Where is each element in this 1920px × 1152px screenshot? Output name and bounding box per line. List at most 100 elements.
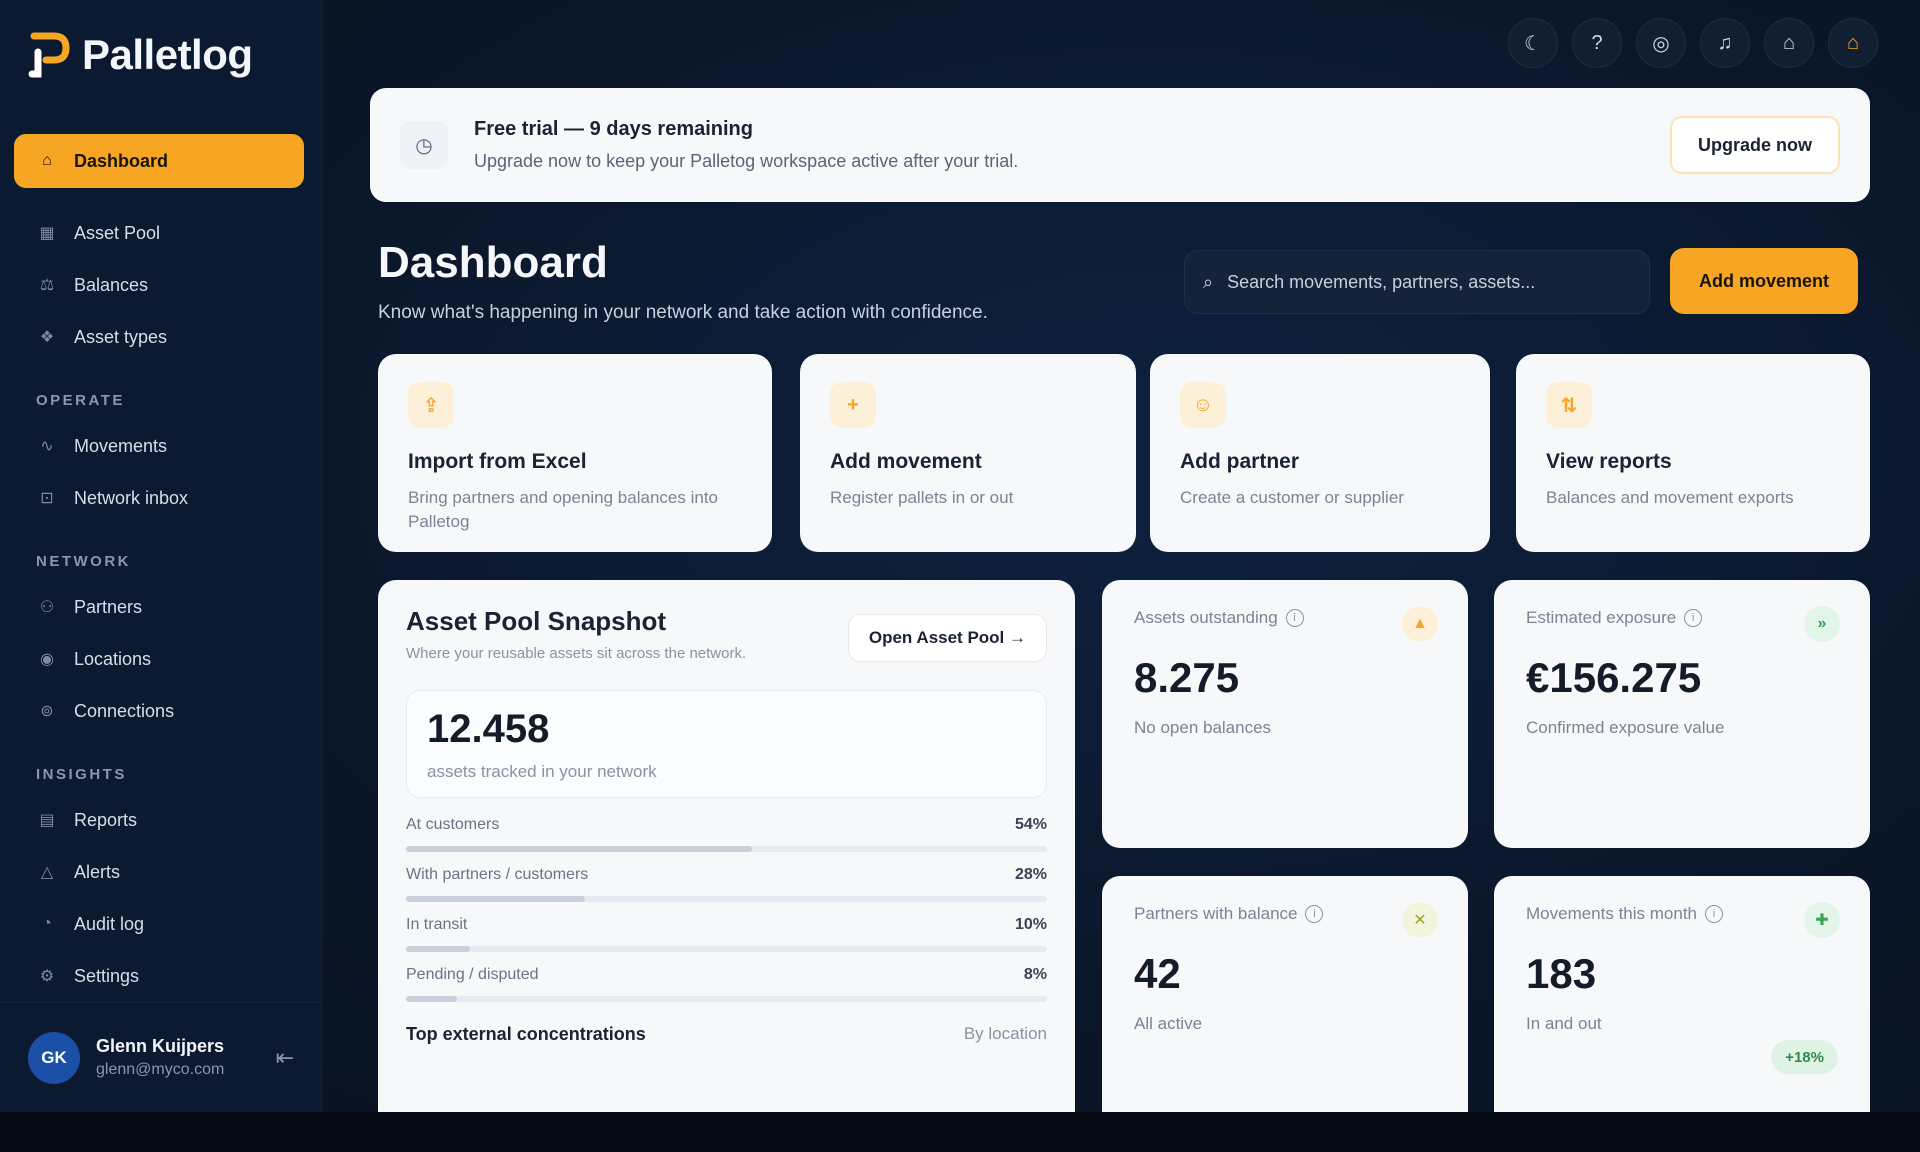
trend-badge: +18% xyxy=(1771,1040,1838,1074)
sidebar-item-network-inbox[interactable]: ⊡ Network inbox xyxy=(14,473,304,523)
quick-action-subtitle: Bring partners and opening balances into… xyxy=(408,488,718,531)
distribution-row: Pending / disputed 8% xyxy=(406,966,1047,1002)
sidebar-section-network: NETWORK xyxy=(36,553,131,570)
open-asset-pool-button[interactable]: Open Asset Pool → xyxy=(847,614,1047,662)
logo-mark-icon xyxy=(28,32,70,78)
add-movement-button[interactable]: Add movement xyxy=(1670,248,1858,314)
report-icon: ▤ xyxy=(39,812,55,829)
stat-label: Movements this month i xyxy=(1526,904,1838,924)
page-subtitle: Know what's happening in your network an… xyxy=(378,302,988,323)
logo[interactable]: Palletlog xyxy=(28,30,253,80)
stat-value: 42 xyxy=(1134,950,1181,997)
info-icon[interactable]: i xyxy=(1684,609,1703,627)
quick-action-icon: ⇪ xyxy=(408,382,454,428)
pin-icon: ◉ xyxy=(40,651,54,668)
concentrations-title: Top external concentrations xyxy=(406,1024,646,1044)
clock-icon: ◷ xyxy=(400,121,448,169)
search-icon: ⌕ xyxy=(1203,271,1214,292)
upgrade-now-button[interactable]: Upgrade now xyxy=(1669,116,1840,174)
users-icon: ⚇ xyxy=(39,599,55,616)
sidebar-item-dashboard[interactable]: ⌂ Dashboard xyxy=(14,134,304,188)
account-icon[interactable]: ⌂ xyxy=(1828,18,1878,68)
quick-action-import-from-excel[interactable]: ⇪ Import from Excel Bring partners and ope… xyxy=(378,354,772,552)
app-name: Palletlog xyxy=(82,31,253,78)
sidebar-item-label: Asset types xyxy=(74,326,168,347)
stat-subtitle: All active xyxy=(1134,1014,1203,1033)
quick-action-add-partner[interactable]: ☺ Add partner Create a customer or supplie… xyxy=(1150,354,1490,552)
sidebar-item-label: Connections xyxy=(74,700,175,721)
search-placeholder: Search movements, partners, assets... xyxy=(1227,271,1536,292)
asset-pool-title: Asset Pool Snapshot xyxy=(406,606,667,636)
sidebar-item-asset-types[interactable]: ❖ Asset types xyxy=(14,312,304,362)
sidebar-item-reports[interactable]: ▤ Reports xyxy=(14,795,304,845)
sidebar-item-settings[interactable]: ⚙ Settings xyxy=(14,951,304,1001)
banner-text: Free trial — 9 days remaining Upgrade no… xyxy=(474,118,1644,172)
inbox-icon: ⊡ xyxy=(40,490,54,507)
help-icon[interactable]: ? xyxy=(1572,18,1622,68)
grid-icon: ▦ xyxy=(39,225,55,242)
concentrations-header: Top external concentrations By location xyxy=(406,1024,1047,1045)
distribution-percent: 28% xyxy=(1014,866,1047,883)
info-icon[interactable]: i xyxy=(1705,905,1724,923)
logout-icon[interactable]: ⇤ xyxy=(275,1044,294,1070)
distribution-label: At customers xyxy=(406,816,500,833)
layers-icon: ❖ xyxy=(39,329,55,346)
stat-badge-icon: ▲ xyxy=(1402,606,1438,642)
stat-badge-icon: ✚ xyxy=(1804,902,1840,938)
sidebar-item-label: Audit log xyxy=(74,913,145,934)
sidebar-nav: ⌂ Dashboard ▦ Asset Pool ⚖ Balances ❖ Asset typ… xyxy=(14,134,304,1003)
sidebar-item-label: Movements xyxy=(74,435,168,456)
avatar[interactable]: GK xyxy=(28,1031,80,1084)
search-input[interactable]: ⌕ Search movements, partners, assets... xyxy=(1184,250,1650,314)
sidebar-item-partners[interactable]: ⚇ Partners xyxy=(14,582,304,632)
top-icon-bar: ☾? ◎ ♫ ⌂ ⌂ xyxy=(1508,18,1878,68)
sidebar-item-label: Settings xyxy=(74,965,140,986)
notifications-icon[interactable]: ⌂ xyxy=(1764,18,1814,68)
stat-label: Estimated exposure i xyxy=(1526,608,1838,628)
info-icon[interactable]: i xyxy=(1285,609,1304,627)
sidebar-item-locations[interactable]: ◉ Locations xyxy=(14,634,304,684)
distribution-row-head: With partners / customers 28% xyxy=(406,866,1047,884)
sidebar-item-alerts[interactable]: △ Alerts xyxy=(14,847,304,897)
asset-pool-total-label: assets tracked in your network xyxy=(427,762,657,781)
sidebar-item-label: Locations xyxy=(74,648,152,669)
stat-label-text: Assets outstanding xyxy=(1134,608,1278,627)
sidebar-item-balances[interactable]: ⚖ Balances xyxy=(14,260,304,310)
quick-action-subtitle: Balances and movement exports xyxy=(1546,488,1794,507)
sidebar-item-label: Asset Pool xyxy=(74,222,161,243)
sidebar-item-label: Partners xyxy=(74,596,143,617)
home-icon: ⌂ xyxy=(42,152,52,169)
stat-value: €156.275 xyxy=(1526,654,1702,701)
concentrations-filter[interactable]: By location xyxy=(963,1024,1047,1043)
activity-icon: ∿ xyxy=(40,438,54,455)
quick-action-view-reports[interactable]: ⇅ View reports Balances and movement expor… xyxy=(1516,354,1870,552)
sidebar-item-label: Dashboard xyxy=(74,150,169,171)
sidebar-item-label: Network inbox xyxy=(74,487,189,508)
quick-action-title: Import from Excel xyxy=(408,450,587,473)
quick-action-add-movement[interactable]: + Add movement Register pallets in or out xyxy=(800,354,1136,552)
info-icon[interactable]: i xyxy=(1305,905,1324,923)
trial-banner: ◷ Free trial — 9 days remaining Upgrade … xyxy=(370,88,1870,202)
sidebar-item-asset-pool[interactable]: ▦ Asset Pool xyxy=(14,208,304,258)
stat-label: Partners with balance i xyxy=(1134,904,1436,924)
stat-label: Assets outstanding i xyxy=(1134,608,1436,628)
distribution-label: In transit xyxy=(406,916,468,933)
stat-label-text: Estimated exposure xyxy=(1526,608,1677,627)
page-title: Dashboard xyxy=(378,238,608,287)
sidebar-item-movements[interactable]: ∿ Movements xyxy=(14,421,304,471)
stat-subtitle: No open balances xyxy=(1134,718,1272,737)
stat-card-movements-this-month: Movements this month i ✚ 183 In and out +18% xyxy=(1494,876,1870,1112)
bell-icon[interactable]: ♫ xyxy=(1700,18,1750,68)
sidebar-item-connections[interactable]: ⊚ Connections xyxy=(14,686,304,736)
support-icon[interactable]: ◎ xyxy=(1636,18,1686,68)
moon-icon[interactable]: ☾ xyxy=(1508,18,1558,68)
quick-action-subtitle: Create a customer or supplier xyxy=(1180,488,1404,507)
stat-value: 183 xyxy=(1526,950,1597,997)
sidebar-item-audit-log[interactable]: ◔ Audit log xyxy=(14,899,304,949)
user-panel[interactable]: GK Glenn Kuijpers glenn@myco.com ⇤ xyxy=(0,1002,322,1112)
stat-card-partners-with-balance: Partners with balance i ✕ 42 All active xyxy=(1102,876,1468,1112)
distribution-row-head: At customers 54% xyxy=(406,816,1047,834)
distribution-list: At customers 54% With partners / customers… xyxy=(406,816,1047,1002)
asset-pool-subtitle: Where your reusable assets sit across th… xyxy=(406,645,747,662)
